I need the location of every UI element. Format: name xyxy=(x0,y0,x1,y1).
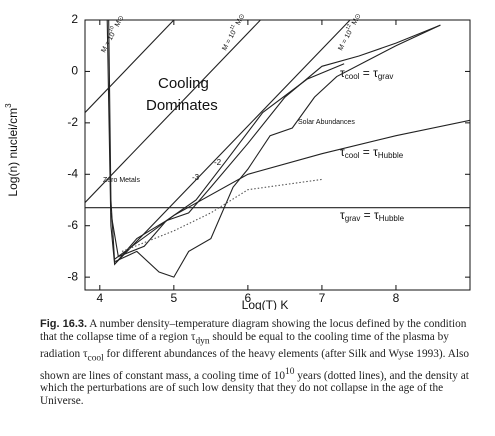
t: Hubble xyxy=(379,214,405,223)
t: grav xyxy=(345,214,361,223)
t: 10 xyxy=(108,25,116,33)
mass-label: M = 1011 M⊙ xyxy=(219,11,246,51)
x-tick-label: 7 xyxy=(319,291,326,305)
t: ⊙ xyxy=(117,14,126,23)
y-tick-label: -4 xyxy=(67,166,78,180)
t: M xyxy=(234,18,244,28)
annotation: Zero Metals xyxy=(103,177,140,184)
t: = τ xyxy=(359,66,378,80)
y-axis-label: Log(n) nuclei/cm3 xyxy=(4,103,20,197)
annotation: Dominates xyxy=(146,97,218,114)
annotation: -2 xyxy=(214,158,222,167)
y-tick-label: -8 xyxy=(67,269,78,283)
curve xyxy=(85,20,175,113)
y-tick-label: -2 xyxy=(67,115,78,129)
caption-text: years (dotted lines), and the density at… xyxy=(40,369,469,408)
t: τ xyxy=(340,208,345,222)
x-tick-label: 8 xyxy=(393,291,400,305)
y-tick-label: 2 xyxy=(71,12,78,26)
t: M = 10 xyxy=(337,29,353,51)
t: cool xyxy=(345,151,360,160)
caption-label: Fig. 16.3. xyxy=(40,318,88,330)
t: = τ xyxy=(360,208,379,222)
caption-sub: cool xyxy=(87,353,104,364)
chart: Log(T) K Log(n) nuclei/cm3 M = 1010 M⊙ M… xyxy=(4,11,471,310)
t: M = 10 xyxy=(221,29,237,51)
x-axis-label: Log(T) K xyxy=(242,298,289,310)
y-tick-label: -6 xyxy=(67,218,78,232)
annotation: Solar Abundances xyxy=(298,119,355,126)
curve xyxy=(110,63,345,258)
t: 12 xyxy=(345,23,353,31)
x-tick-label: 6 xyxy=(245,291,252,305)
y-label-sup: 3 xyxy=(4,103,13,108)
t: M xyxy=(350,18,360,28)
t: ⊙ xyxy=(354,12,363,21)
mass-label: M = 1010 M⊙ xyxy=(98,13,126,54)
tau-label: τcool = τHubble xyxy=(340,145,404,160)
curve xyxy=(85,20,261,203)
t: = τ xyxy=(359,145,378,159)
t: τ xyxy=(340,145,345,159)
curve xyxy=(114,20,351,265)
tau-label: τcool = τgrav xyxy=(340,66,393,81)
annotation: -3 xyxy=(192,173,200,182)
plot-frame xyxy=(84,19,471,291)
curve xyxy=(121,178,322,252)
t: cool xyxy=(345,72,360,81)
annotation: Cooling xyxy=(158,75,209,92)
caption-sub: dyn xyxy=(195,336,210,347)
t: grav xyxy=(378,72,394,81)
t: Hubble xyxy=(378,151,404,160)
caption-sup: 10 xyxy=(285,366,295,377)
t: M xyxy=(113,20,123,30)
caption-text: A number density–temperature diagram sho… xyxy=(40,318,467,343)
y-label-text: Log(n) nuclei/cm xyxy=(6,108,20,197)
y-tick-label: 0 xyxy=(71,64,78,78)
caption: Fig. 16.3. A number density–temperature … xyxy=(40,318,480,408)
curve xyxy=(106,20,441,266)
tau-label: τgrav = τHubble xyxy=(340,208,405,223)
curve xyxy=(114,119,470,260)
curve xyxy=(108,20,441,278)
caption-text: should be equal to the cooling time of t… xyxy=(40,331,449,361)
x-tick-label: 4 xyxy=(96,291,103,305)
caption-text: for different abundances of the heavy el… xyxy=(40,348,470,382)
t: 11 xyxy=(229,23,237,31)
t: ⊙ xyxy=(237,13,246,22)
x-tick-label: 5 xyxy=(171,291,178,305)
